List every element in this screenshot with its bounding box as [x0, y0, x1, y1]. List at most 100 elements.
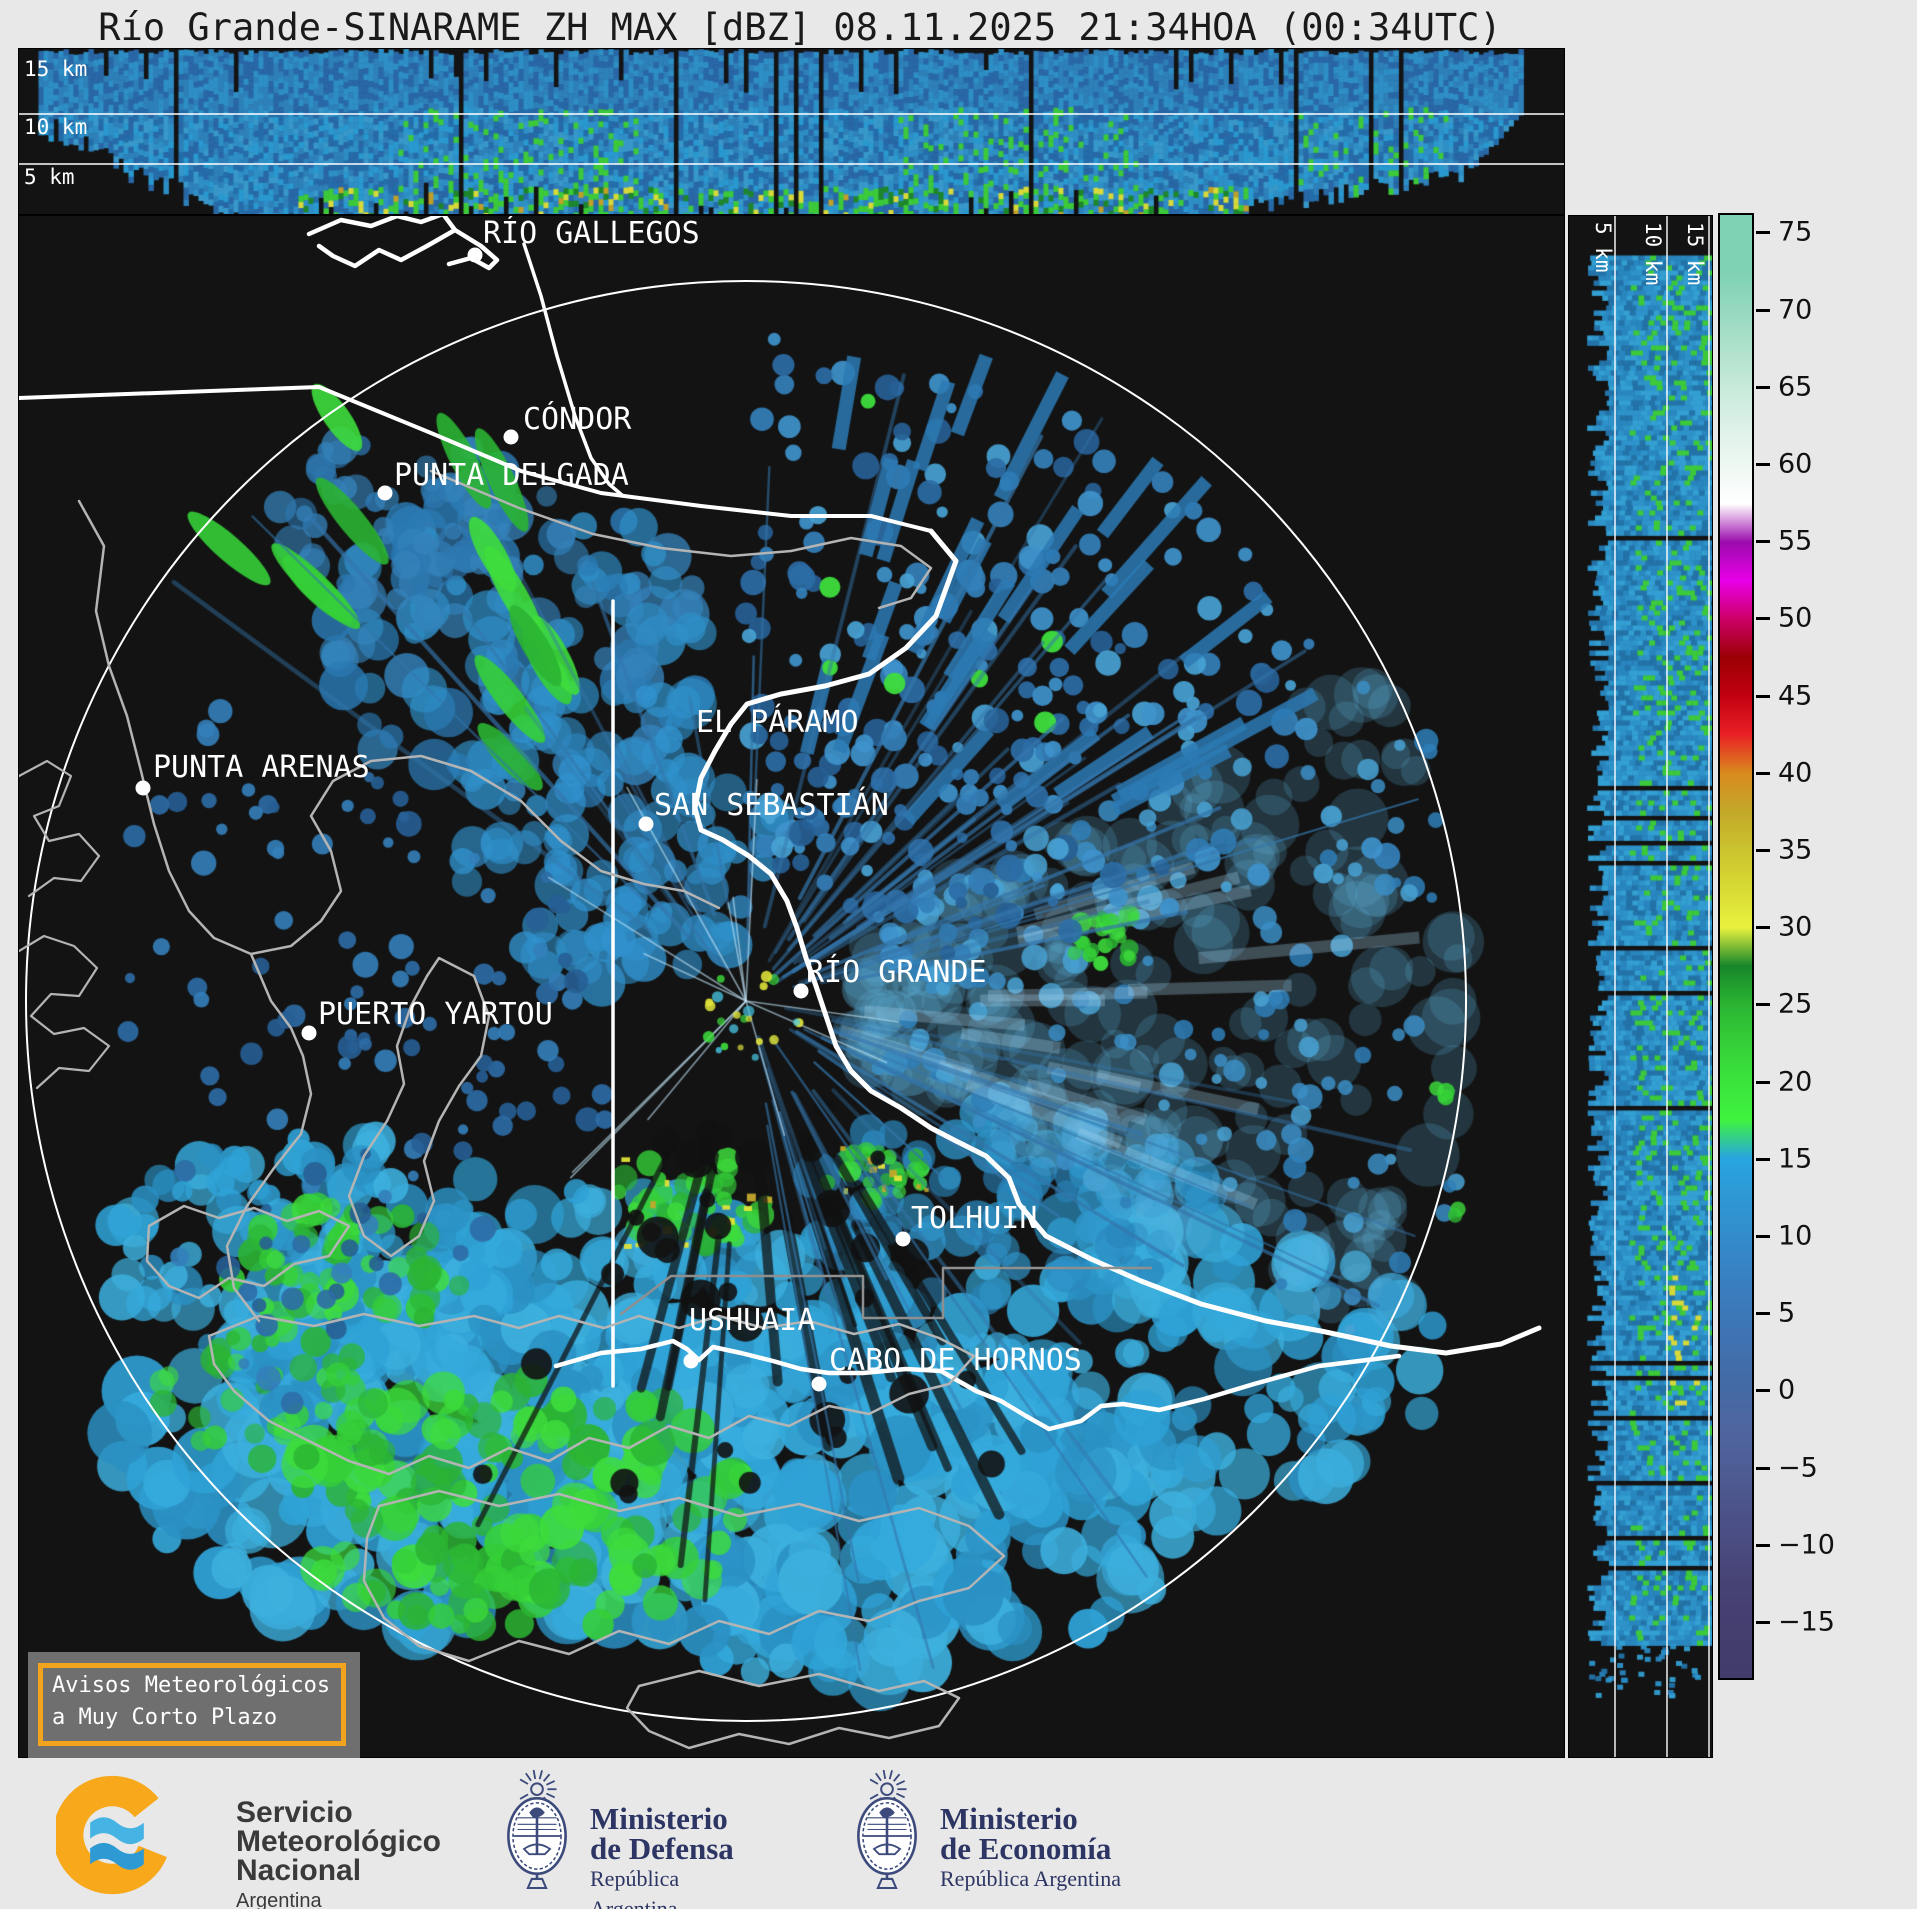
map-overlay: RÍO GALLEGOS CÓNDOR PUNTA DELGADA EL PÁRAMO…: [19, 216, 1542, 1750]
coastline-strait-south: [429, 469, 933, 610]
place-dot: [683, 1353, 699, 1369]
colorbar-tick-label: 0: [1778, 1374, 1796, 1406]
colorbar-tick: [1756, 771, 1770, 775]
place-label: TOLHUIN: [911, 1201, 1037, 1236]
place-dot: [638, 816, 654, 832]
place-label: CABO DE HORNOS: [829, 1343, 1082, 1378]
place-label: RÍO GALLEGOS: [483, 216, 700, 251]
colorbar-tick-label: 40: [1778, 757, 1813, 789]
height-label-15km: 15 km: [24, 57, 88, 81]
colorbar-tick: [1756, 1080, 1770, 1084]
place-dot: [503, 429, 519, 445]
place-label: PUNTA DELGADA: [394, 458, 629, 493]
colorbar-tick-label: −10: [1778, 1529, 1835, 1561]
alert-box: Avisos Meteorológicos a Muy Corto Plazo: [28, 1652, 360, 1758]
coastline-yartou: [225, 952, 313, 1323]
colorbar-tick: [1756, 848, 1770, 852]
place-label: EL PÁRAMO: [696, 704, 859, 740]
colorbar-tick: [1756, 1466, 1770, 1470]
colorbar-tick-label: 30: [1778, 911, 1813, 943]
coastline-navarino: [362, 1489, 1006, 1663]
colorbar-tick: [1756, 308, 1770, 312]
colorbar-tick-label: 50: [1778, 602, 1813, 634]
colorbar-tick: [1756, 385, 1770, 389]
argentina-crest-icon: [507, 1769, 567, 1890]
economia-text-2: de Economía: [940, 1831, 1112, 1866]
coastline-sw-archipelago-1: [145, 1204, 351, 1300]
colorbar-tick: [1756, 617, 1770, 621]
colorbar-tick-label: 35: [1778, 834, 1813, 866]
coastline-rio-gallegos-2: [446, 227, 500, 271]
colorbar-tick: [1756, 1003, 1770, 1007]
colorbar-tick: [1756, 540, 1770, 544]
smn-logo-block: Servicio Meteorológico Nacional Argentin…: [52, 1774, 476, 1909]
colorbar-tick-label: 45: [1778, 680, 1813, 712]
smn-text-2: Meteorológico: [236, 1825, 442, 1858]
colorbar-tick-label: 10: [1778, 1220, 1813, 1252]
colorbar-tick: [1756, 926, 1770, 930]
radar-ppi-panel: RÍO GALLEGOS CÓNDOR PUNTA DELGADA EL PÁRAMO…: [18, 215, 1565, 1758]
colorbar-tick-label: 55: [1778, 525, 1813, 557]
border-continental: [522, 242, 625, 498]
defensa-text-2: de Defensa: [590, 1831, 734, 1866]
place-dot: [895, 1231, 911, 1247]
cross-section-top-panel: 15 km 10 km 5 km: [18, 48, 1565, 215]
place-label: PUNTA ARENAS: [153, 750, 370, 785]
colorbar-tick-label: 15: [1778, 1143, 1813, 1175]
product-title: Río Grande-SINARAME ZH MAX [dBZ] 08.11.2…: [98, 6, 1502, 49]
height-label-15km-side: 15 km: [1683, 222, 1707, 286]
colorbar-tick-label: 20: [1778, 1066, 1813, 1098]
place-label: CÓNDOR: [523, 400, 632, 437]
colorbar-tick: [1756, 462, 1770, 466]
alert-line-1: Avisos Meteorológicos: [52, 1673, 331, 1698]
colorbar-tick: [1756, 1389, 1770, 1393]
range-ring: [25, 280, 1467, 1722]
coastline-strait-north: [19, 385, 933, 533]
place-label: PUERTO YARTOU: [318, 997, 553, 1032]
coastline-rio-gallegos: [306, 216, 458, 269]
colorbar-tick: [1756, 1543, 1770, 1547]
colorbar-tick: [1756, 694, 1770, 698]
place-label: RÍO GRANDE: [806, 954, 987, 990]
defensa-logo-block: Ministerio de Defensa República Argentin…: [498, 1768, 758, 1909]
cross-section-side-gridlines: [1614, 216, 1710, 1757]
border-department: [619, 1266, 1153, 1320]
coastline-dawson: [347, 956, 491, 1258]
coastline-fjords-nw-1: [19, 759, 101, 898]
smn-text-4: Argentina: [236, 1890, 322, 1909]
place-dot: [301, 1025, 317, 1041]
cross-section-top-echoes: [19, 49, 1564, 214]
height-label-5km: 5 km: [24, 165, 75, 189]
height-label-5km-side: 5 km: [1591, 222, 1615, 273]
place-dot: [811, 1376, 827, 1392]
place-label: SAN SEBASTIÁN: [654, 787, 889, 823]
colorbar-tick-label: −5: [1778, 1452, 1818, 1484]
height-label-10km: 10 km: [24, 115, 88, 139]
place-dot: [793, 983, 809, 999]
colorbar-tick-label: 70: [1778, 294, 1813, 325]
alert-line-2: a Muy Corto Plazo: [52, 1705, 278, 1730]
economia-logo-block: Ministerio de Economía República Argenti…: [848, 1768, 1128, 1908]
defensa-text-1: Ministerio: [590, 1801, 728, 1836]
colorbar-tick: [1756, 1312, 1770, 1316]
coastline-sw-archipelago-2: [207, 1312, 976, 1476]
colorbar-tick: [1756, 231, 1770, 235]
place-dot: [467, 247, 483, 263]
radar-echo-field: [19, 216, 1564, 1757]
place-dot: [377, 485, 393, 501]
argentina-crest-icon: [857, 1769, 917, 1890]
cross-section-side-echoes: [1569, 216, 1712, 1757]
colorbar-tick: [1756, 1157, 1770, 1161]
smn-text-3: Nacional: [236, 1854, 362, 1887]
cross-section-top-gridlines: [19, 113, 1564, 165]
defensa-text-3: República Argentina: [590, 1866, 680, 1909]
economia-text-3: República Argentina: [940, 1866, 1122, 1891]
colorbar-tick-label: 5: [1778, 1297, 1796, 1329]
colorbar-tick-label: 60: [1778, 448, 1813, 480]
coastline-hoste: [625, 1669, 961, 1750]
economia-text-1: Ministerio: [940, 1801, 1078, 1836]
dbz-colorbar: [1718, 213, 1754, 1680]
colorbar-tick-label: 65: [1778, 371, 1813, 403]
footer-logos: Servicio Meteorológico Nacional Argentin…: [0, 1758, 1917, 1909]
